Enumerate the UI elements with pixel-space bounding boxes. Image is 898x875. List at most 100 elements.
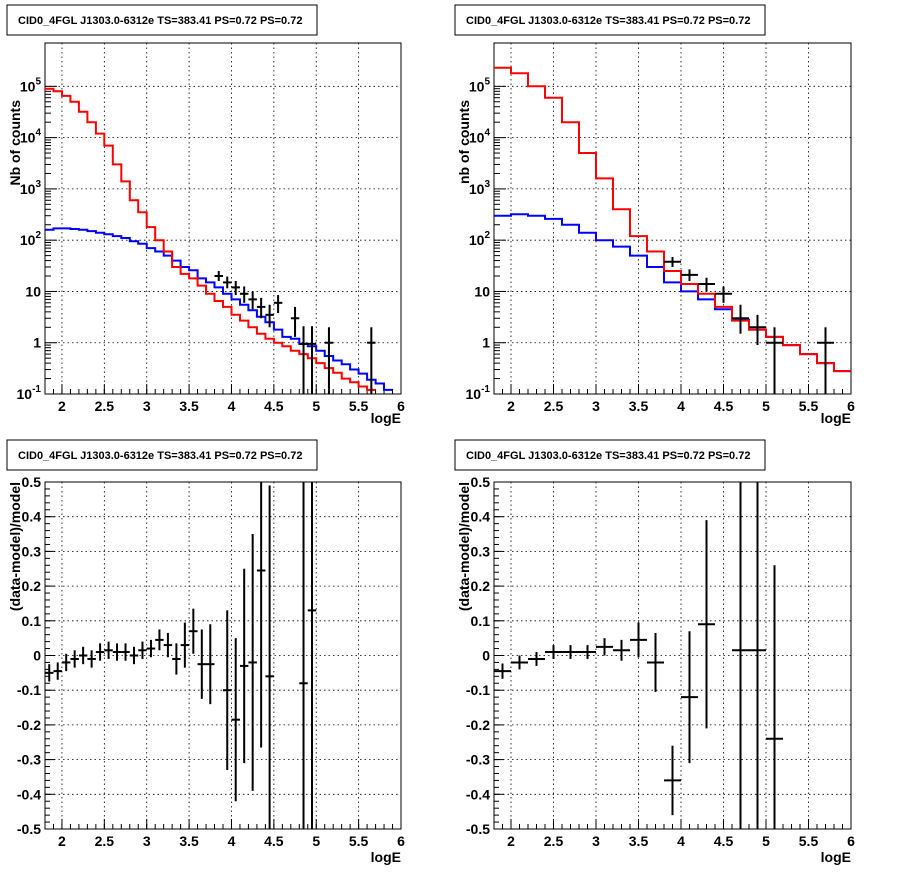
y-tick-label: 0.1: [22, 613, 42, 629]
data-point: [273, 295, 283, 313]
data-point: [231, 280, 240, 296]
x-tick-label: 3: [592, 833, 600, 849]
x-tick-label: 3: [143, 833, 151, 849]
y-tick-label: -0.2: [17, 717, 41, 733]
data-point: [189, 608, 198, 654]
data-point: [223, 276, 232, 289]
x-tick-label: 6: [847, 833, 855, 849]
data-point: [104, 641, 113, 659]
data-point: [155, 629, 164, 651]
x-tick-label: 2: [58, 833, 66, 849]
x-axis-title: logE: [371, 849, 401, 865]
x-axis-title: logE: [371, 410, 401, 426]
y-tick-label: 0.2: [22, 578, 42, 594]
y-tick-label: 1: [482, 335, 490, 351]
data-point: [206, 624, 215, 705]
data-point: [61, 653, 71, 672]
y-tick-label: -0.1: [17, 682, 41, 698]
y-tick-label: -0.2: [466, 717, 490, 733]
data-point: [664, 745, 681, 816]
model-total-histogram: [494, 66, 851, 373]
data-point: [78, 646, 88, 665]
data-point: [146, 639, 156, 658]
data-point: [180, 622, 190, 668]
x-tick-label: 2.5: [95, 833, 115, 849]
panel-bottom-left: CID0_4FGL J1303.0-6312e TS=383.41 PS=0.7…: [6, 439, 405, 865]
x-tick-label: 4.5: [264, 833, 284, 849]
x-tick-label: 2: [507, 833, 515, 849]
x-tick-label: 2.5: [544, 833, 564, 849]
y-axis-title: (data-model)/model: [456, 482, 472, 611]
data-point: [265, 304, 274, 328]
y-axis-title: (data-model)/model: [7, 482, 23, 611]
x-tick-label: 3.5: [629, 833, 649, 849]
y-tick-label: 0.2: [471, 578, 491, 594]
y-tick-label: -0.4: [17, 786, 41, 802]
x-tick-label: 4: [677, 398, 685, 414]
data-point: [121, 643, 130, 661]
data-point: [299, 482, 308, 829]
chart-title: CID0_4FGL J1303.0-6312e TS=383.41 PS=0.7…: [18, 450, 302, 462]
plot-frame: [493, 481, 852, 830]
data-point: [163, 632, 173, 658]
x-tick-label: 5: [312, 833, 320, 849]
data-point: [528, 652, 545, 666]
data-point: [562, 645, 579, 659]
y-tick-label: -0.1: [466, 682, 490, 698]
y-tick-label: 10: [474, 283, 490, 299]
x-tick-label: 3.5: [179, 398, 199, 414]
y-tick-label: 102: [469, 230, 491, 248]
y-tick-label: 0: [482, 648, 490, 664]
y-tick-label: 0.1: [471, 613, 491, 629]
y-tick-label: 105: [469, 76, 491, 94]
y-tick-label: 102: [20, 230, 42, 248]
y-tick-label: -0.3: [466, 752, 490, 768]
chart-title: CID0_4FGL J1303.0-6312e TS=383.41 PS=0.7…: [18, 15, 302, 27]
x-tick-label: 4: [677, 833, 685, 849]
y-tick-label: 0.5: [471, 474, 491, 490]
x-tick-label: 5: [312, 398, 320, 414]
data-point: [732, 482, 749, 829]
data-point: [766, 565, 783, 829]
x-tick-label: 3.5: [179, 833, 199, 849]
data-point: [256, 297, 266, 319]
chart-title: CID0_4FGL J1303.0-6312e TS=383.41 PS=0.7…: [466, 450, 750, 462]
data-point: [239, 286, 249, 303]
data-point: [698, 520, 715, 729]
x-tick-label: 5.5: [349, 833, 369, 849]
y-tick-label: 0.5: [22, 474, 42, 490]
y-tick-label: 0.4: [471, 509, 491, 525]
x-tick-label: 4.5: [714, 833, 734, 849]
data-point: [511, 655, 528, 670]
data-point: [681, 631, 698, 764]
y-tick-label: 103: [469, 179, 491, 197]
data-point: [53, 662, 62, 680]
x-axis-title: logE: [821, 849, 851, 865]
y-tick-label: 0.4: [22, 509, 42, 525]
y-tick-label: 10-1: [466, 384, 491, 402]
data-point: [715, 286, 732, 303]
data-point: [70, 650, 79, 668]
y-tick-label: 10-1: [17, 384, 42, 402]
data-point: [299, 326, 308, 394]
panel-top-left: CID0_4FGL J1303.0-6312e TS=383.41 PS=0.7…: [6, 4, 405, 426]
data-point: [494, 663, 511, 679]
data-point: [172, 643, 181, 675]
x-tick-label: 5: [762, 398, 770, 414]
data-point: [138, 641, 147, 659]
model-total-histogram: [45, 87, 376, 391]
x-tick-label: 6: [847, 398, 855, 414]
panel-bottom-right: CID0_4FGL J1303.0-6312e TS=383.41 PS=0.7…: [454, 439, 855, 865]
y-tick-label: 104: [20, 128, 42, 146]
plot-frame: [44, 481, 402, 830]
y-axis-title: nb of counts: [456, 100, 472, 184]
model-source-histogram: [45, 227, 393, 391]
data-point: [681, 269, 698, 281]
data-point: [95, 643, 105, 661]
model-source-histogram: [494, 213, 851, 373]
data-point: [197, 629, 207, 699]
data-point: [112, 643, 122, 661]
data-point: [239, 568, 249, 764]
data-point: [545, 645, 562, 659]
